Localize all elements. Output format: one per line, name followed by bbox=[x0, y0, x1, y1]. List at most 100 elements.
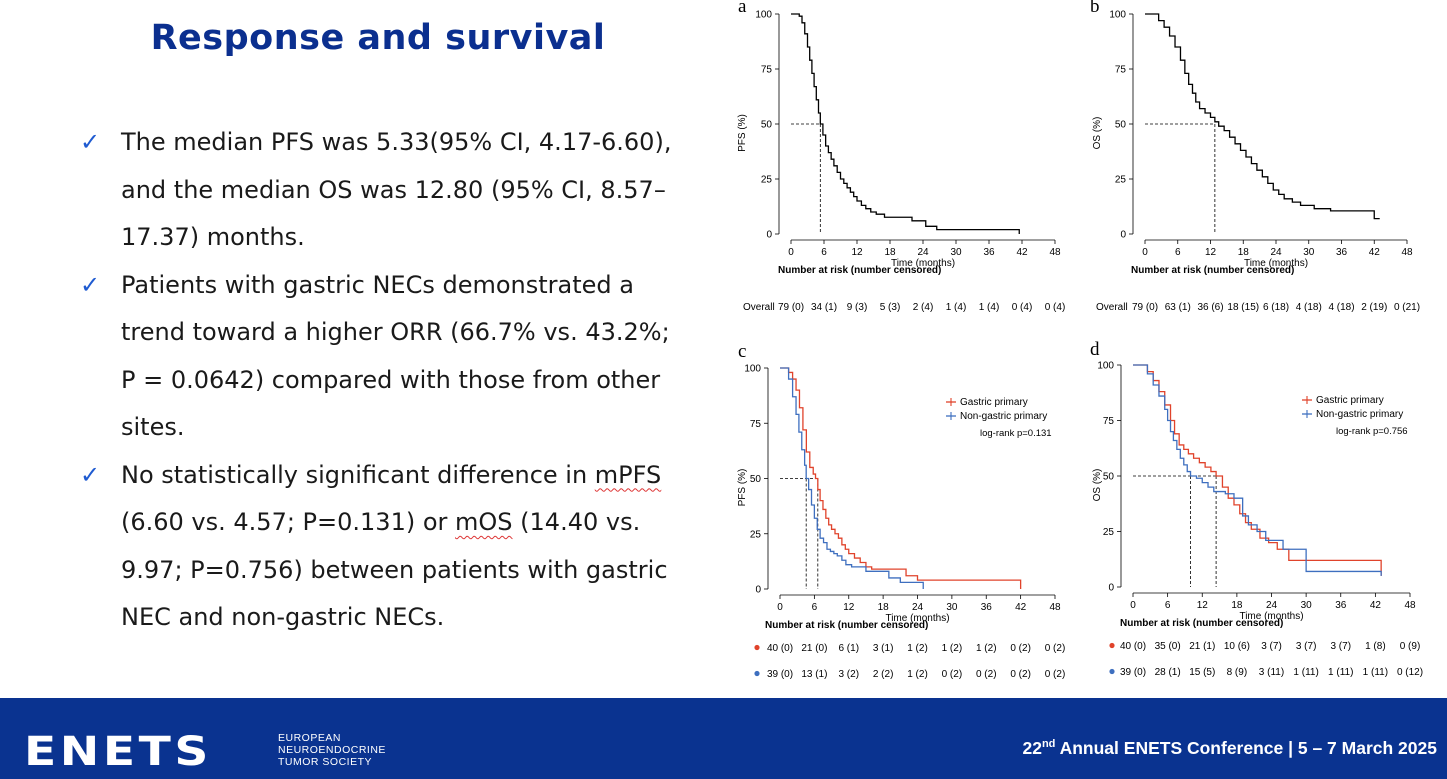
bullet-text: Patients with gastric NECs demonstrated … bbox=[121, 270, 670, 442]
conference-label: 22nd Annual ENETS Conference | 5 – 7 Mar… bbox=[1022, 738, 1437, 759]
risk-table-cell: 2 (19) bbox=[1361, 302, 1387, 313]
risk-table-cell: 79 (0) bbox=[1132, 302, 1158, 313]
footer-bar: ENETS EUROPEAN NEUROENDOCRINE TUMOR SOCI… bbox=[0, 698, 1447, 779]
conference-text: Annual ENETS Conference | 5 – 7 March 20… bbox=[1055, 738, 1437, 758]
risk-table-cell: 4 (18) bbox=[1296, 302, 1322, 313]
x-tick-label: 48 bbox=[1049, 602, 1061, 613]
risk-table-cell: 0 (4) bbox=[1012, 302, 1033, 313]
x-tick-label: 24 bbox=[1266, 600, 1278, 611]
society-line: EUROPEAN bbox=[278, 732, 341, 744]
risk-table-cell: 10 (6) bbox=[1224, 641, 1250, 652]
y-tick-label: 25 bbox=[761, 175, 773, 186]
km-curve bbox=[1145, 13, 1380, 220]
risk-table-cell: 3 (11) bbox=[1259, 667, 1284, 678]
risk-table-title: Number at risk (number censored) bbox=[1131, 265, 1294, 276]
bullet-text: (14.40 vs. 9.97; P=0.756) between patien… bbox=[121, 508, 668, 631]
risk-table-cell: 5 (3) bbox=[880, 302, 901, 313]
y-tick-label: 100 bbox=[1097, 361, 1114, 372]
legend-entry: Non-gastric primary bbox=[960, 411, 1047, 422]
y-tick-label: 75 bbox=[1115, 65, 1127, 76]
y-tick-label: 50 bbox=[750, 474, 762, 485]
risk-table-cell: 21 (1) bbox=[1189, 641, 1215, 652]
x-tick-label: 42 bbox=[1015, 602, 1027, 613]
panel-label: a bbox=[738, 0, 747, 17]
check-icon: ✓ bbox=[80, 460, 101, 489]
risk-table-cell: 3 (7) bbox=[1330, 641, 1351, 652]
y-tick-label: 75 bbox=[761, 65, 773, 76]
risk-table-cell: 18 (15) bbox=[1227, 302, 1259, 313]
y-tick-label: 25 bbox=[1103, 527, 1115, 538]
risk-table-title: Number at risk (number censored) bbox=[765, 620, 928, 631]
x-tick-label: 48 bbox=[1401, 247, 1413, 258]
x-tick-label: 12 bbox=[843, 602, 855, 613]
bullet-item: ✓ Patients with gastric NECs demonstrate… bbox=[80, 262, 680, 452]
x-tick-label: 6 bbox=[1165, 600, 1171, 611]
slide-title: Response and survival bbox=[150, 18, 606, 58]
y-axis-label: OS (%) bbox=[1092, 469, 1103, 502]
y-tick-label: 50 bbox=[1103, 472, 1115, 483]
conference-suffix: nd bbox=[1041, 738, 1056, 751]
risk-table-cell: 15 (5) bbox=[1189, 667, 1215, 678]
legend-entry: Gastric primary bbox=[1316, 395, 1384, 406]
risk-table-cell: 21 (0) bbox=[801, 643, 827, 654]
x-tick-label: 18 bbox=[884, 247, 896, 258]
risk-table-cell: 3 (7) bbox=[1296, 641, 1317, 652]
risk-table-cell: 40 (0) bbox=[767, 643, 793, 654]
risk-row-marker bbox=[1109, 668, 1115, 675]
x-tick-label: 6 bbox=[821, 247, 827, 258]
risk-table-cell: 2 (4) bbox=[913, 302, 934, 313]
x-tick-label: 18 bbox=[878, 602, 890, 613]
y-tick-label: 100 bbox=[1109, 10, 1126, 21]
risk-row-marker bbox=[754, 670, 760, 677]
x-tick-label: 6 bbox=[812, 602, 818, 613]
km-curve bbox=[780, 367, 1022, 589]
legend-pvalue: log-rank p=0.131 bbox=[980, 428, 1052, 439]
risk-table-cell: 1 (11) bbox=[1293, 667, 1318, 678]
risk-table-cell: 40 (0) bbox=[1120, 641, 1146, 652]
x-tick-label: 42 bbox=[1016, 247, 1028, 258]
x-tick-label: 42 bbox=[1369, 247, 1381, 258]
risk-table-title: Number at risk (number censored) bbox=[1120, 618, 1283, 629]
bullet-text: (6.60 vs. 4.57; P=0.131) or bbox=[121, 508, 456, 536]
conference-ordinal: 22 bbox=[1022, 738, 1042, 758]
check-icon: ✓ bbox=[80, 128, 101, 156]
x-tick-label: 12 bbox=[851, 247, 863, 258]
risk-table-cell: 28 (1) bbox=[1155, 667, 1181, 678]
km-curve bbox=[1133, 364, 1382, 576]
km-curve bbox=[791, 13, 1020, 234]
risk-table-cell: 0 (2) bbox=[1010, 643, 1031, 654]
risk-table-cell: 0 (9) bbox=[1400, 641, 1421, 652]
enets-logo: ENETS bbox=[24, 729, 212, 775]
y-tick-label: 75 bbox=[1103, 416, 1115, 427]
risk-table-cell: 6 (18) bbox=[1263, 302, 1289, 313]
risk-table-cell: 0 (12) bbox=[1397, 667, 1423, 678]
x-tick-label: 48 bbox=[1049, 247, 1061, 258]
x-tick-label: 0 bbox=[777, 602, 783, 613]
risk-table-cell: 35 (0) bbox=[1155, 641, 1181, 652]
x-tick-label: 0 bbox=[788, 247, 794, 258]
x-tick-label: 0 bbox=[1142, 247, 1148, 258]
y-tick-label: 25 bbox=[1115, 175, 1127, 186]
risk-table-title: Number at risk (number censored) bbox=[778, 265, 941, 276]
y-tick-label: 0 bbox=[755, 585, 761, 596]
x-tick-label: 24 bbox=[917, 247, 929, 258]
x-tick-label: 36 bbox=[983, 247, 995, 258]
panel-label: c bbox=[738, 341, 746, 362]
check-icon: ✓ bbox=[80, 270, 101, 299]
legend-entry: Non-gastric primary bbox=[1316, 409, 1403, 420]
risk-table-cell: 1 (11) bbox=[1328, 667, 1353, 678]
risk-table-cell: 3 (2) bbox=[838, 669, 859, 680]
x-tick-label: 30 bbox=[950, 247, 962, 258]
risk-table-cell: 39 (0) bbox=[1120, 667, 1146, 678]
km-charts: a 0 25 50 75 100 0 6 12 18 24 30 36 42 48 Time (months)… bbox=[737, 0, 1423, 680]
risk-table-cell: 63 (1) bbox=[1165, 302, 1191, 313]
risk-row-marker bbox=[754, 644, 760, 651]
risk-table-cell: 8 (9) bbox=[1227, 667, 1248, 678]
y-tick-label: 50 bbox=[1115, 120, 1127, 131]
panel-label: d bbox=[1090, 339, 1100, 360]
x-tick-label: 30 bbox=[1303, 247, 1315, 258]
bullet-list: ✓ The median PFS was 5.33(95% CI, 4.17-6… bbox=[80, 119, 680, 642]
x-tick-label: 0 bbox=[1130, 600, 1136, 611]
y-tick-label: 0 bbox=[1120, 230, 1126, 241]
x-tick-label: 12 bbox=[1197, 600, 1209, 611]
